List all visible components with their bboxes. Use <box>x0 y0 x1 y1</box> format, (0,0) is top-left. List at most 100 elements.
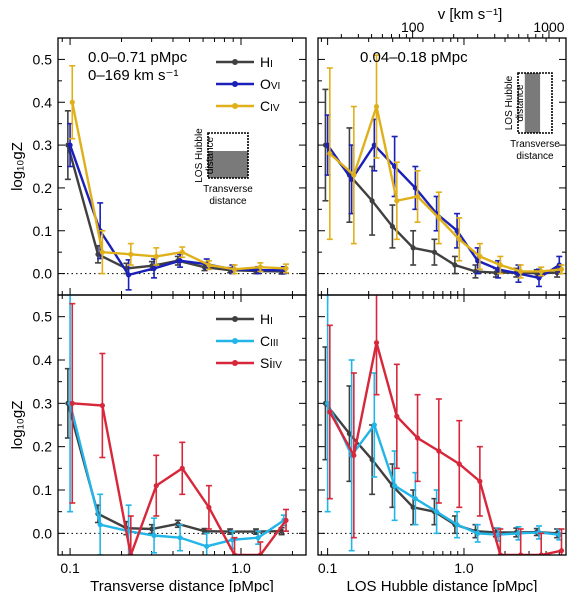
data-point-civ <box>231 266 238 272</box>
data-point-civ <box>128 251 134 257</box>
panel-top-left: 0.0 0.1 0.2 0.3 0.4 0.5 log₁₀gZ 0.0–0.71 pMpc0–… <box>9 37 307 296</box>
errorbar-siiv <box>517 528 524 555</box>
errorbar-siiv <box>497 528 504 555</box>
data-point-siiv <box>558 548 565 554</box>
data-point-siiv <box>456 461 462 467</box>
data-point-civ <box>373 103 380 110</box>
panel-annotation: 0.0–0.71 pMpc <box>88 49 188 66</box>
data-point-ciii <box>97 522 103 528</box>
data-point-siiv <box>153 483 159 489</box>
y-tick-label: 0.2 <box>33 180 53 196</box>
series-line-siiv <box>328 342 562 555</box>
data-point-civ <box>436 215 442 221</box>
data-point-ciii <box>392 483 398 489</box>
data-point-hi <box>452 262 458 268</box>
data-point-ciii <box>434 509 440 515</box>
data-point-siiv <box>283 517 289 523</box>
x-tick-label: 1.0 <box>454 560 474 576</box>
top-velocity-axis: v [km s⁻¹] 100 1000 <box>340 6 565 38</box>
data-point-siiv <box>327 409 333 415</box>
legend-marker <box>232 103 238 109</box>
data-point-civ <box>394 198 400 204</box>
inset-y-label: LOS Hubbledistance <box>194 128 216 183</box>
top-axis-ticks: 100 1000 <box>340 19 565 38</box>
top-tick-label: 100 <box>401 19 425 35</box>
x-axis-label: LOS Hubble distance [pMpc] <box>347 578 538 592</box>
data-point-hi <box>431 249 438 255</box>
series-group <box>322 54 565 288</box>
legend-label: HI <box>260 54 273 70</box>
data-point-ovi <box>475 258 481 264</box>
legend-marker <box>232 59 238 65</box>
series-group <box>64 65 290 291</box>
data-point-ciii <box>204 543 210 549</box>
panels: 0.0 0.1 0.2 0.3 0.4 0.5 log₁₀gZ 0.0–0.71 pMpc0–… <box>9 37 567 592</box>
x-tick-label: 0.1 <box>60 560 80 576</box>
errorbar-siiv <box>127 515 134 555</box>
data-point-ciii <box>495 532 501 538</box>
y-tick-label: 0.2 <box>33 439 53 455</box>
axes-frame <box>57 294 307 556</box>
y-tick-label: 0.3 <box>33 137 53 153</box>
y-axis-label: log₁₀gZ <box>9 142 26 191</box>
data-point-civ <box>69 99 75 105</box>
legend: HI CIII SiIV <box>216 311 282 371</box>
data-point-ovi <box>349 176 355 182</box>
y-tick-label: 0.3 <box>33 395 53 411</box>
data-point-hi <box>149 526 155 532</box>
data-point-hi <box>410 504 416 510</box>
panel-annotation: 0.04–0.18 pMpc <box>360 49 468 66</box>
y-tick-label: 0.0 <box>33 525 53 541</box>
data-point-siiv <box>179 465 185 471</box>
y-tick-label: 0.4 <box>33 352 53 368</box>
data-point-civ <box>518 268 524 275</box>
series-line-civ <box>329 101 562 273</box>
data-point-hi <box>410 245 416 251</box>
data-point-ciii <box>325 400 331 406</box>
data-point-hi <box>369 198 375 204</box>
data-point-hi <box>95 251 101 257</box>
data-point-civ <box>558 266 565 272</box>
inset-region <box>524 73 541 133</box>
data-point-ciii <box>177 535 183 541</box>
errorbar-siiv <box>257 541 264 555</box>
y-tick-label: 0.1 <box>33 223 53 239</box>
top-tick-label: 1000 <box>533 19 564 35</box>
data-point-civ <box>99 249 105 255</box>
panel-top-right: 0.04–0.18 pMpc LOS Hubbledistance Transver… <box>317 37 567 296</box>
errorbar-siiv <box>231 536 238 555</box>
data-point-civ <box>538 268 544 275</box>
series-line-ovi <box>326 143 560 280</box>
inset-y-label: LOS Hubbledistance <box>504 75 526 130</box>
data-point-civ <box>206 262 212 268</box>
legend-marker <box>232 360 238 366</box>
data-point-siiv <box>351 452 357 458</box>
legend-label: HI <box>260 311 273 327</box>
data-point-ciii <box>151 532 157 539</box>
series-group <box>64 295 290 555</box>
data-point-siiv <box>69 400 75 406</box>
data-point-ovi <box>177 258 183 264</box>
data-point-ovi <box>536 275 542 281</box>
data-point-ciii <box>515 530 522 536</box>
data-point-civ <box>153 253 159 260</box>
data-point-hi <box>389 223 396 230</box>
data-point-ovi <box>454 228 460 234</box>
series-group <box>322 295 565 555</box>
data-point-hi <box>369 457 375 463</box>
errorbar-siiv <box>538 532 545 555</box>
data-point-ciii <box>475 530 481 536</box>
axes-frame <box>317 294 567 556</box>
data-point-civ <box>179 249 185 255</box>
series-line-ciii <box>326 402 560 536</box>
data-point-civ <box>414 193 421 200</box>
data-point-hi <box>201 528 208 534</box>
data-point-siiv <box>373 340 380 346</box>
data-point-siiv <box>414 435 421 441</box>
data-point-ovi <box>392 163 398 170</box>
data-point-siiv <box>99 402 105 409</box>
panel-annotation: 0–169 km s⁻¹ <box>88 67 178 84</box>
